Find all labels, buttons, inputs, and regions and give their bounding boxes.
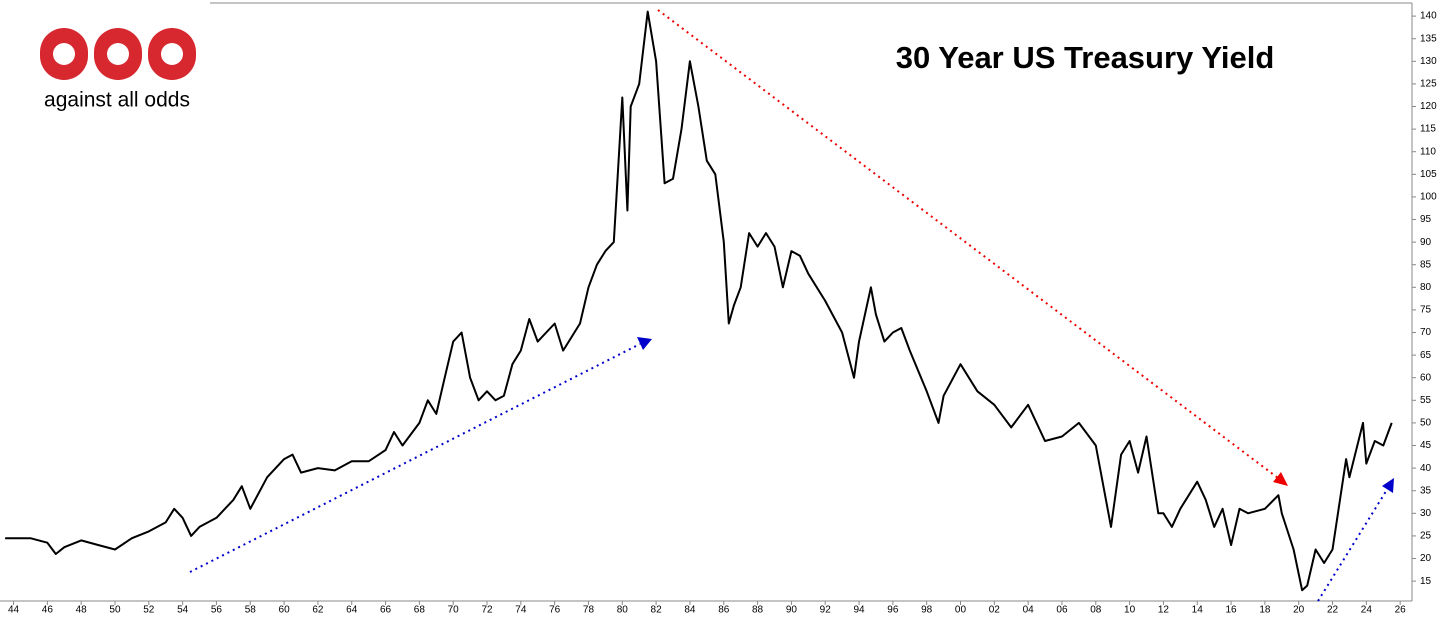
x-tick-label: 82 xyxy=(651,605,663,616)
logo-hole xyxy=(53,43,75,65)
trend-arrow xyxy=(189,343,641,573)
trend-arrow xyxy=(1317,487,1389,602)
x-tick-label: 58 xyxy=(245,605,257,616)
x-tick-label: 88 xyxy=(752,605,764,616)
x-tick-label: 20 xyxy=(1293,605,1305,616)
x-tick-label: 56 xyxy=(211,605,223,616)
x-tick-label: 50 xyxy=(109,605,121,616)
x-tick-label: 08 xyxy=(1090,605,1102,616)
y-tick-label: 60 xyxy=(1420,372,1432,383)
x-tick-label: 70 xyxy=(448,605,460,616)
y-tick-label: 50 xyxy=(1420,418,1432,429)
x-tick-label: 92 xyxy=(820,605,832,616)
y-tick-label: 105 xyxy=(1420,169,1437,180)
x-tick-label: 84 xyxy=(684,605,696,616)
y-tick-label: 35 xyxy=(1420,485,1432,496)
arrow-head xyxy=(1273,472,1288,486)
y-tick-label: 115 xyxy=(1420,124,1436,135)
logo-hole xyxy=(161,43,183,65)
y-tick-label: 95 xyxy=(1420,214,1432,225)
y-tick-label: 100 xyxy=(1420,192,1437,203)
x-tick-label: 48 xyxy=(76,605,88,616)
x-tick-label: 74 xyxy=(515,605,527,616)
x-tick-label: 00 xyxy=(955,605,967,616)
x-tick-label: 64 xyxy=(346,605,358,616)
x-tick-label: 10 xyxy=(1124,605,1136,616)
x-tick-label: 02 xyxy=(989,605,1001,616)
x-tick-label: 62 xyxy=(312,605,324,616)
x-tick-label: 68 xyxy=(414,605,426,616)
x-tick-label: 04 xyxy=(1023,605,1035,616)
x-tick-label: 90 xyxy=(786,605,798,616)
y-tick-label: 130 xyxy=(1420,56,1437,67)
y-tick-label: 80 xyxy=(1420,282,1432,293)
x-tick-label: 98 xyxy=(921,605,933,616)
y-tick-label: 70 xyxy=(1420,327,1432,338)
y-tick-label: 140 xyxy=(1420,11,1437,22)
x-tick-label: 86 xyxy=(718,605,730,616)
x-tick-label: 60 xyxy=(279,605,291,616)
x-tick-label: 66 xyxy=(380,605,392,616)
chart-title: 30 Year US Treasury Yield xyxy=(896,40,1275,75)
x-tick-label: 72 xyxy=(481,605,493,616)
x-tick-label: 80 xyxy=(617,605,629,616)
x-tick-label: 26 xyxy=(1395,605,1407,616)
x-tick-label: 14 xyxy=(1192,605,1204,616)
y-tick-label: 15 xyxy=(1420,576,1432,587)
x-tick-label: 96 xyxy=(887,605,899,616)
x-tick-label: 46 xyxy=(42,605,54,616)
x-tick-label: 94 xyxy=(853,605,865,616)
y-tick-label: 90 xyxy=(1420,237,1432,248)
x-tick-label: 12 xyxy=(1158,605,1170,616)
y-tick-label: 55 xyxy=(1420,395,1432,406)
x-tick-label: 44 xyxy=(8,605,20,616)
y-tick-label: 125 xyxy=(1420,79,1437,90)
x-tick-label: 16 xyxy=(1225,605,1237,616)
x-tick-label: 78 xyxy=(583,605,595,616)
y-tick-label: 25 xyxy=(1420,531,1432,542)
y-tick-label: 30 xyxy=(1420,508,1432,519)
y-tick-label: 65 xyxy=(1420,350,1432,361)
arrow-head xyxy=(637,337,652,350)
x-tick-label: 24 xyxy=(1361,605,1373,616)
y-tick-label: 85 xyxy=(1420,259,1432,270)
y-tick-label: 40 xyxy=(1420,463,1432,474)
x-tick-label: 06 xyxy=(1056,605,1068,616)
x-tick-label: 18 xyxy=(1259,605,1271,616)
y-tick-label: 45 xyxy=(1420,440,1432,451)
y-tick-label: 75 xyxy=(1420,305,1432,316)
y-tick-label: 135 xyxy=(1420,33,1437,44)
arrow-head xyxy=(1382,478,1394,493)
logo-hole xyxy=(107,43,129,65)
y-tick-label: 110 xyxy=(1420,146,1436,157)
x-tick-label: 52 xyxy=(143,605,155,616)
logo: against all odds xyxy=(40,28,196,112)
brand: against all odds xyxy=(44,89,190,112)
trend-arrow xyxy=(657,9,1279,479)
yield-line xyxy=(5,10,1393,592)
trend-arrows xyxy=(189,9,1394,602)
y-tick-label: 120 xyxy=(1420,101,1437,112)
x-tick-label: 54 xyxy=(177,605,189,616)
x-tick-label: 22 xyxy=(1327,605,1339,616)
y-tick-label: 20 xyxy=(1420,553,1432,564)
x-tick-label: 76 xyxy=(549,605,561,616)
